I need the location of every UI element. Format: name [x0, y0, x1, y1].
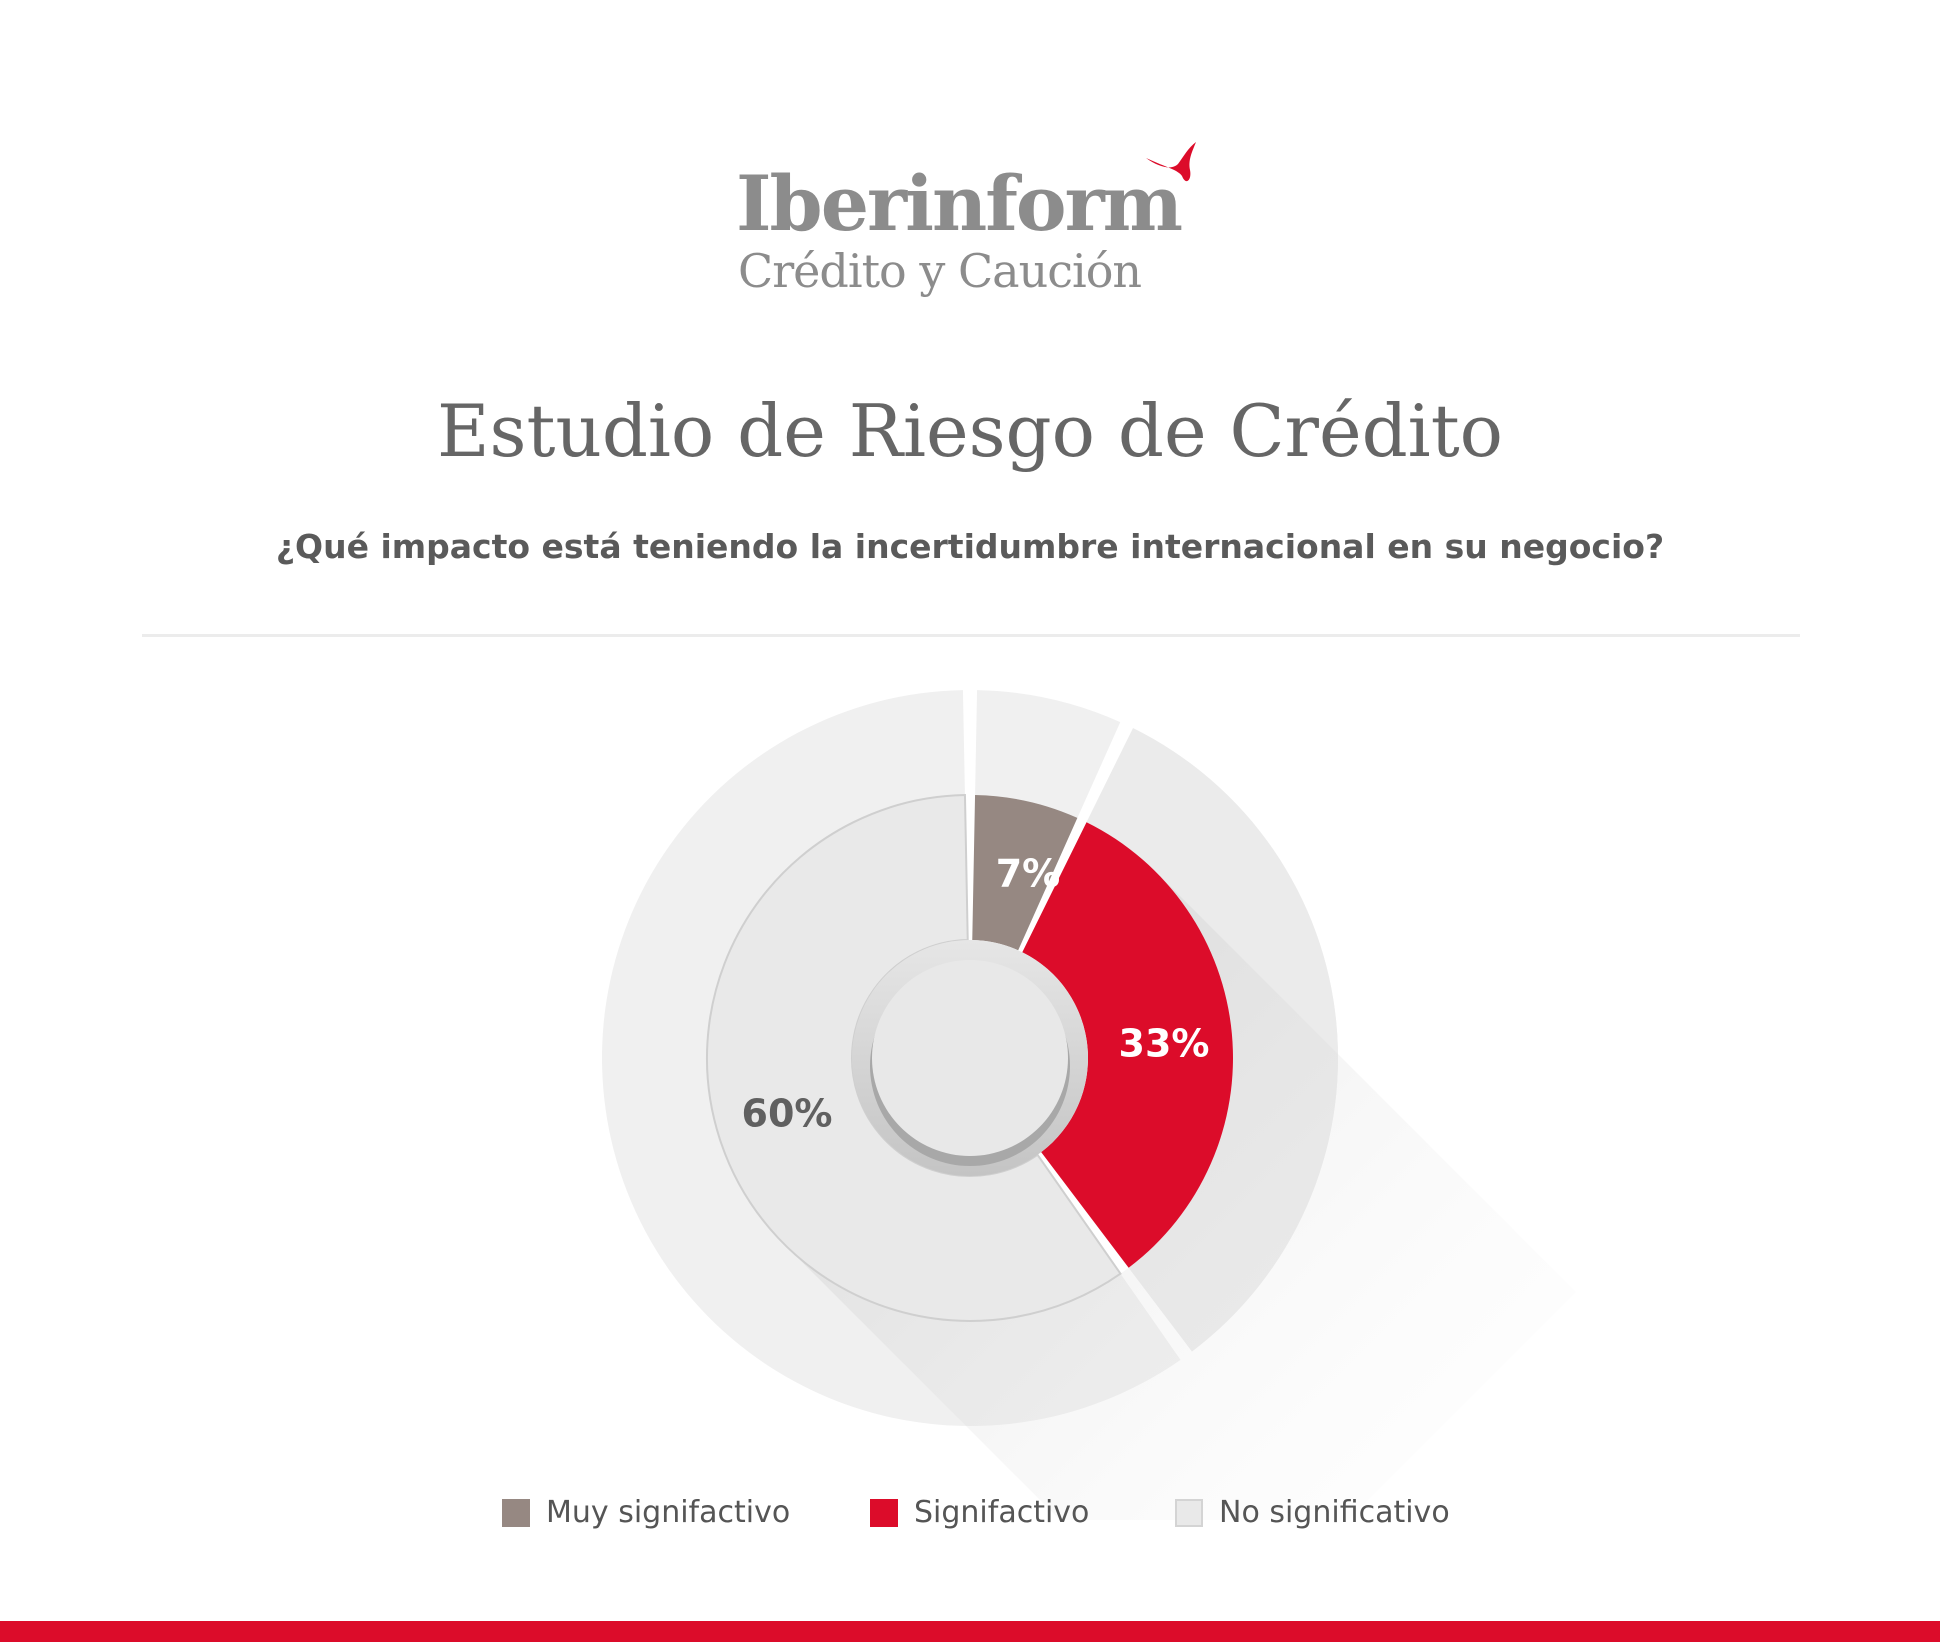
page-title: Estudio de Riesgo de Crédito — [437, 389, 1503, 473]
chart-question: ¿Qué impacto está teniendo la incertidum… — [275, 527, 1665, 566]
slice-muy-significativo — [972, 795, 1078, 951]
legend-swatch — [1175, 1499, 1203, 1527]
legend-label: Muy signifactivo — [546, 1495, 791, 1530]
legend-swatch — [502, 1499, 530, 1527]
center-hole — [872, 960, 1068, 1156]
slice-value-label: 60% — [742, 1092, 833, 1136]
divider — [142, 634, 1800, 637]
logo-wordmark: Iberinform — [736, 159, 1183, 248]
donut-chart: 7% 33% 60% — [602, 690, 1576, 1520]
slice-labels: 7% 33% 60% — [742, 852, 1210, 1136]
legend-swatch — [870, 1499, 898, 1527]
footer-accent-bar — [0, 1621, 1940, 1642]
brand-logo: Iberinform Crédito y Caución — [736, 140, 1216, 310]
long-shadow — [784, 872, 1576, 1520]
logo-swoosh-icon — [1146, 142, 1196, 182]
legend-label: Signifactivo — [914, 1495, 1090, 1530]
slice-significativo — [1022, 822, 1233, 1268]
legend-label: No significativo — [1219, 1495, 1450, 1530]
slice-value-label: 33% — [1119, 1022, 1210, 1066]
outer-ring-segment — [602, 690, 1181, 1426]
outer-ring-segment — [975, 690, 1121, 818]
logo-tagline: Crédito y Caución — [738, 244, 1142, 298]
slice-value-label: 7% — [996, 852, 1061, 896]
legend: Muy signifactivo Signifactivo No signifi… — [0, 1495, 1940, 1535]
